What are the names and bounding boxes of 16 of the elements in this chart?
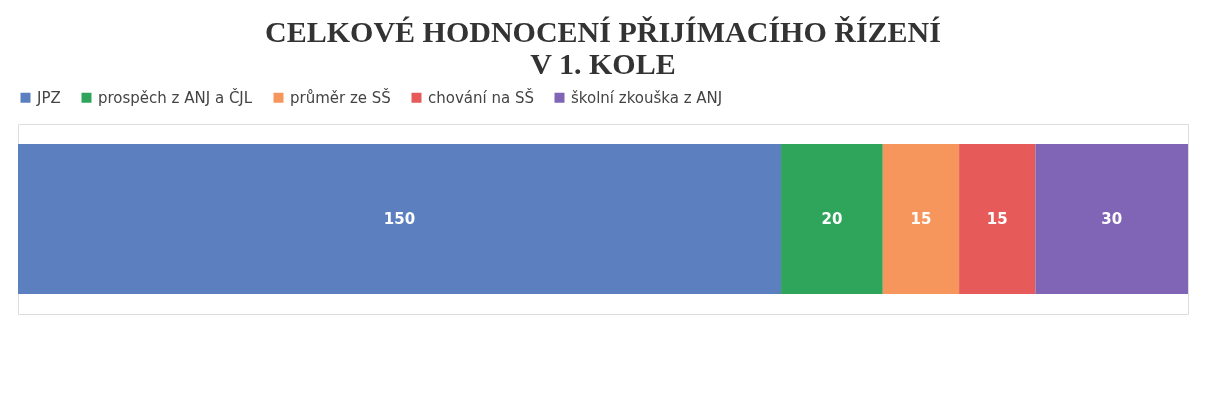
legend-label: školní zkouška z ANJ (571, 88, 723, 107)
legend-label: JPZ (36, 88, 61, 107)
chart-title: CELKOVÉ HODNOCENÍ PŘIJÍMACÍHO ŘÍZENÍ V 1. KOLE (265, 15, 941, 80)
legend-label: chování na SŠ (428, 87, 534, 107)
bar (882, 144, 960, 294)
data-label: 15 (986, 210, 1008, 228)
bar (781, 144, 883, 294)
legend-label: průměr ze SŠ (290, 87, 391, 107)
legend-label: prospěch z ANJ a ČJL (98, 87, 253, 107)
bar (1035, 144, 1188, 294)
data-label: 150 (383, 210, 416, 228)
data-label: 20 (821, 210, 843, 228)
data-label: 15 (910, 210, 932, 228)
bar (18, 144, 782, 294)
data-label: 30 (1101, 210, 1123, 228)
bar (959, 144, 1036, 294)
